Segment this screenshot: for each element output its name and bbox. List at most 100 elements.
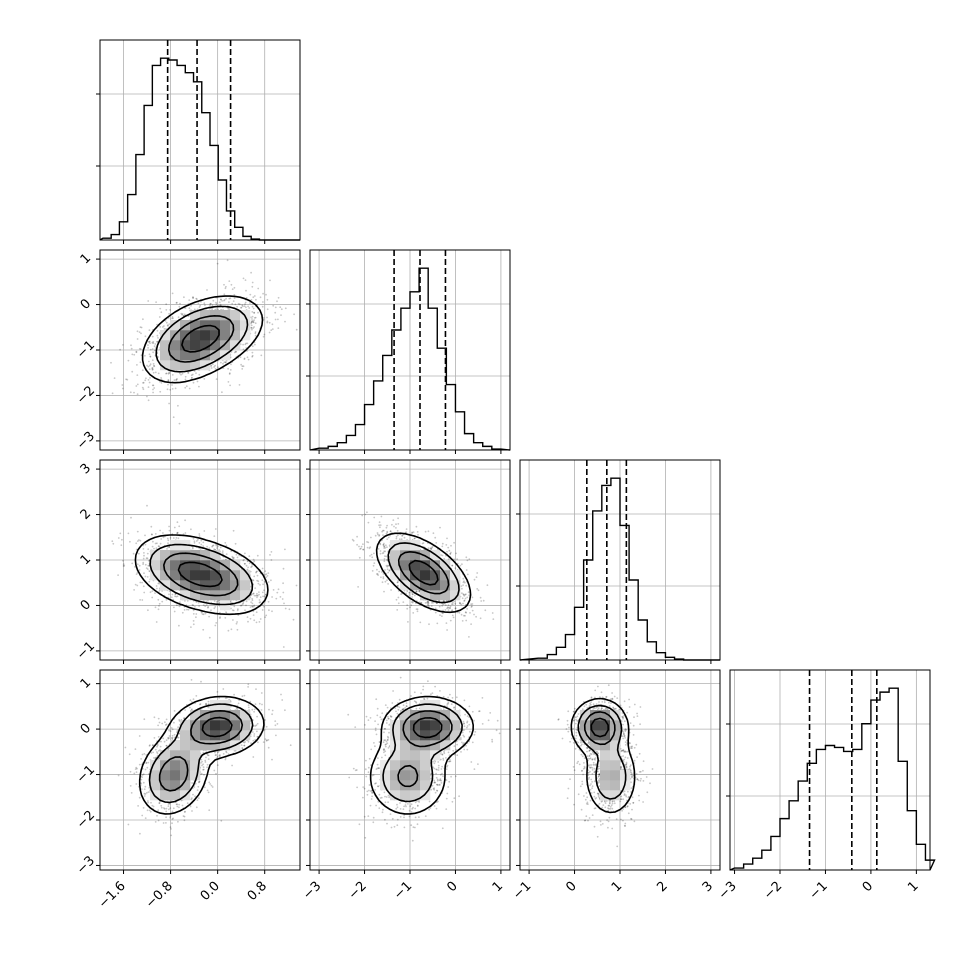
scatter-point [135,573,138,575]
scatter-point [465,569,468,571]
scatter-point [209,304,211,306]
density-cell [210,350,221,361]
scatter-point [136,584,139,587]
scatter-point [465,584,468,587]
scatter-point [447,546,450,549]
scatter-point [381,530,383,533]
scatter-point [111,392,114,395]
scatter-point [464,581,466,584]
scatter-point [251,605,254,608]
hist-step-2 [519,477,720,661]
scatter-point [388,569,391,572]
scatter-point [451,564,454,567]
scatter-point [256,579,258,582]
scatter-point [453,558,455,561]
scatter-point [147,365,150,368]
scatter-point [424,530,427,533]
scatter-point [225,553,228,555]
scatter-point [148,368,151,371]
scatter-point [476,588,479,590]
scatter-point [238,303,241,306]
scatter-point [203,530,206,532]
scatter-point [143,572,145,575]
scatter-point [215,303,218,306]
scatter-point [161,326,164,328]
density-cell [190,580,201,591]
scatter-point [265,593,267,596]
density-cell [160,350,171,361]
density-cell [190,310,201,321]
scatter-point [200,300,202,303]
scatter-point [441,615,443,617]
scatter-point [261,579,264,582]
scatter-point [364,513,366,516]
scatter-point [401,535,403,537]
scatter-point [164,320,167,322]
scatter-point [217,545,219,548]
scatter-point [162,536,165,539]
scatter-point [250,316,252,319]
scatter-point [129,540,131,543]
scatter-point [176,604,178,607]
scatter-point [263,333,266,336]
scatter-point [277,327,280,329]
scatter-point [144,379,147,382]
density-cell [230,560,241,571]
scatter-point [461,592,463,595]
scatter-point [171,292,174,295]
scatter-point [147,300,150,302]
scatter-point [146,557,149,560]
scatter-point [284,548,286,551]
scatter-point [130,344,132,347]
scatter-point [384,569,386,571]
scatter-point [211,545,214,548]
scatter-point [218,301,221,304]
scatter-point [242,348,245,351]
scatter-point [262,317,265,319]
scatter-point [253,311,256,314]
scatter-point [251,311,254,313]
scatter-point [173,379,176,381]
scatter-point [153,547,155,550]
y-tick-label: −1 [74,639,98,663]
scatter-point [373,552,375,555]
scatter-point [252,592,255,595]
scatter-point [219,546,222,549]
density-cell [160,360,171,371]
scatter-point [179,302,181,305]
scatter-point [463,600,466,602]
scatter-point [152,340,155,343]
scatter-point [151,367,154,370]
scatter-point [381,581,384,584]
density-cell [230,310,241,321]
scatter-point [389,530,392,533]
scatter-point [451,603,454,605]
scatter-point [149,377,151,379]
scatter-point [188,387,191,390]
scatter-point [255,298,257,301]
scatter-point [379,524,382,526]
scatter-point [370,536,372,539]
scatter-point [254,343,256,346]
scatter-point [378,524,380,527]
scatter-point [235,553,238,556]
scatter-point [180,312,183,315]
scatter-point [253,604,256,607]
scatter-point [247,305,250,308]
scatter-point [186,600,189,602]
scatter-point [129,391,132,394]
scatter-point [367,541,370,544]
scatter-point [266,321,269,324]
scatter-point [198,306,201,308]
scatter-point [446,537,448,540]
scatter-point [213,607,216,610]
scatter-point [122,563,125,565]
scatter-point [255,594,257,597]
scatter-point [384,580,387,583]
scatter-point [459,602,461,605]
scatter-point [142,563,145,565]
scatter-point [166,548,168,550]
scatter-point [492,618,495,620]
scatter-point [217,600,220,603]
scatter-point [384,555,386,557]
